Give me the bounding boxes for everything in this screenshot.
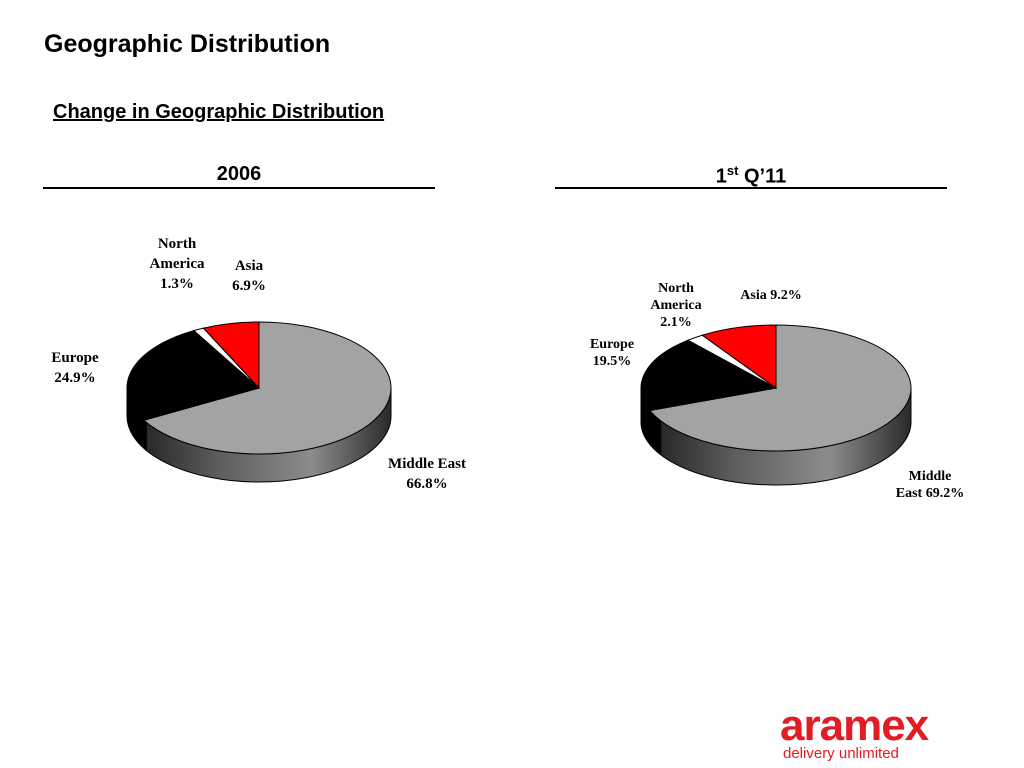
pie-label-europe: Europe 19.5% xyxy=(590,337,634,369)
period-heading-q1-ordinal: st xyxy=(726,163,739,178)
pie-label-middle-east: Middle East 66.8% xyxy=(388,456,466,492)
pie-chart-2006: Middle East 66.8% Europe 24.9% North America 1… xyxy=(51,236,466,492)
period-heading-q1-rest: Q’11 xyxy=(738,165,787,188)
period-heading-q1-number: 1 xyxy=(715,165,727,188)
pie-slice-middle-east xyxy=(648,324,912,452)
slide-title: Geographic Distribution xyxy=(44,30,331,58)
period-heading-2006: 2006 xyxy=(43,163,435,189)
period-heading-2006-text: 2006 xyxy=(216,163,262,185)
pie-slice-middle-east xyxy=(142,321,392,455)
pie-side-europe xyxy=(127,388,147,451)
pie-label-middle-east: Middle East 69.2% xyxy=(896,469,964,501)
pie-label-asia: Asia 9.2% xyxy=(740,288,801,303)
aramex-logo: aramex delivery unlimited xyxy=(780,701,980,763)
pie-slice-europe xyxy=(640,339,778,411)
pie-label-asia: Asia 6.9% xyxy=(232,258,266,294)
pie-label-europe: Europe 24.9% xyxy=(51,350,99,386)
pie-slice-europe xyxy=(126,330,261,421)
logo-tagline: delivery unlimited xyxy=(783,745,899,762)
period-heading-q1-2011: 1st Q’11 xyxy=(555,163,947,189)
pie-chart-q1-2011: Middle East 69.2% Europe 19.5% North America 2… xyxy=(590,281,964,501)
pie-label-north-america: North America 1.3% xyxy=(150,236,205,292)
logo-wordmark: aramex xyxy=(780,701,929,750)
pie-label-north-america: North America 2.1% xyxy=(650,281,701,330)
pie-slice-asia xyxy=(701,324,777,389)
chart-subtitle: Change in Geographic Distribution xyxy=(53,101,385,123)
pie-slice-asia xyxy=(202,321,260,390)
